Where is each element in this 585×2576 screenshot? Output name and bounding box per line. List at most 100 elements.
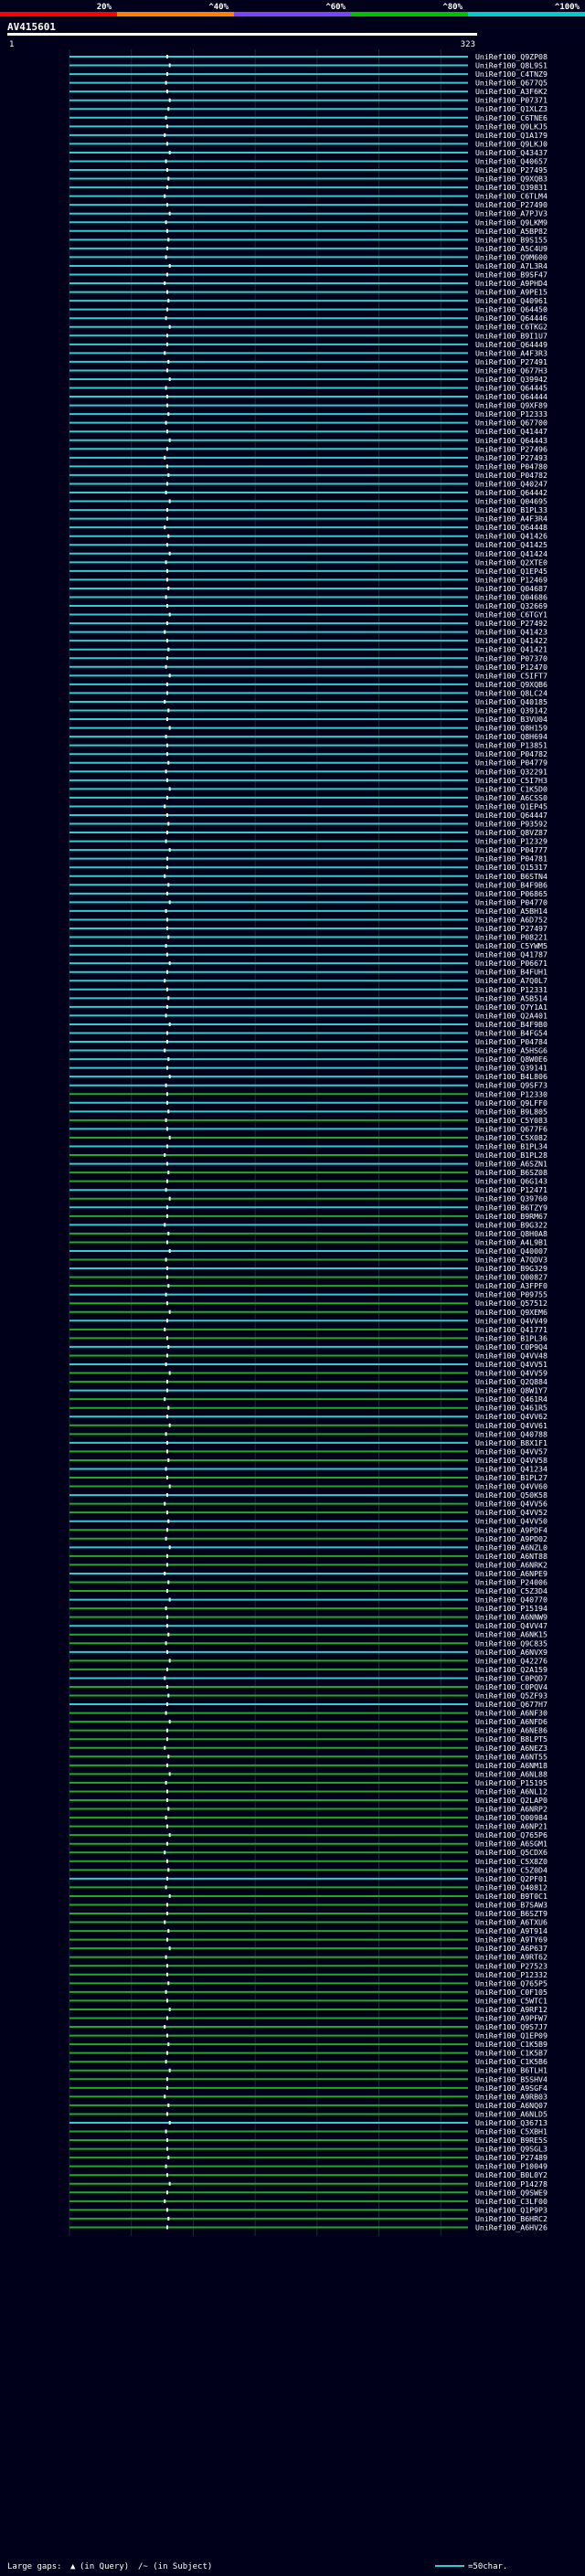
hit-label[interactable]: UniRef100_Q40961 xyxy=(475,296,548,305)
hit-label[interactable]: UniRef100_C5Z0D4 xyxy=(475,1865,548,1874)
hit-label[interactable]: UniRef100_A5C4U9 xyxy=(475,244,548,253)
hit-label[interactable]: UniRef100_Q4VV58 xyxy=(475,1456,548,1465)
hit-label[interactable]: UniRef100_B4F9B0 xyxy=(475,1020,548,1029)
hit-label[interactable]: UniRef100_B4L806 xyxy=(475,1072,548,1081)
hit-label[interactable]: UniRef100_Q67700 xyxy=(475,419,548,428)
hit-label[interactable]: UniRef100_P12332 xyxy=(475,1970,548,1979)
hit-label[interactable]: UniRef100_C1K5B7 xyxy=(475,2049,548,2058)
hit-label[interactable]: UniRef100_Q8VZ87 xyxy=(475,828,548,837)
hit-label[interactable]: UniRef100_A6NF30 xyxy=(475,1709,548,1718)
hit-label[interactable]: UniRef100_B6TLH1 xyxy=(475,2066,548,2075)
hit-label[interactable]: UniRef100_A6NPE9 xyxy=(475,1569,548,1578)
hit-label[interactable]: UniRef100_P12331 xyxy=(475,985,548,994)
hit-label[interactable]: UniRef100_A7QDV3 xyxy=(475,1256,548,1265)
hit-label[interactable]: UniRef100_Q765P5 xyxy=(475,1978,548,1988)
hit-label[interactable]: UniRef100_C5IFT7 xyxy=(475,671,548,680)
hit-label[interactable]: UniRef100_P04777 xyxy=(475,845,548,854)
hit-label[interactable]: UniRef100_B9I1U7 xyxy=(475,331,548,340)
hit-label[interactable]: UniRef100_Q41421 xyxy=(475,645,548,654)
hit-label[interactable]: UniRef100_P27493 xyxy=(475,453,548,462)
hit-label[interactable]: UniRef100_Q64449 xyxy=(475,340,548,349)
hit-label[interactable]: UniRef100_Q41771 xyxy=(475,1325,548,1334)
hit-label[interactable]: UniRef100_Q41426 xyxy=(475,532,548,541)
hit-label[interactable]: UniRef100_P12471 xyxy=(475,1185,548,1194)
hit-label[interactable]: UniRef100_Q40185 xyxy=(475,697,548,706)
hit-label[interactable]: UniRef100_B7SAW3 xyxy=(475,1900,548,1909)
hit-label[interactable]: UniRef100_B9T0C1 xyxy=(475,1892,548,1901)
hit-label[interactable]: UniRef100_Q677H7 xyxy=(475,1700,548,1709)
hit-label[interactable]: UniRef100_A9PE15 xyxy=(475,288,548,297)
hit-label[interactable]: UniRef100_B9L805 xyxy=(475,1107,548,1116)
hit-label[interactable]: UniRef100_C3LF00 xyxy=(475,2197,548,2206)
hit-label[interactable]: UniRef100_Q8LC24 xyxy=(475,688,548,697)
hit-label[interactable]: UniRef100_P12470 xyxy=(475,663,548,672)
hit-label[interactable]: UniRef100_B9G329 xyxy=(475,1264,548,1273)
hit-label[interactable]: UniRef100_C5I7H3 xyxy=(475,776,548,785)
hit-label[interactable]: UniRef100_P04782 xyxy=(475,749,548,758)
hit-label[interactable]: UniRef100_Q4VV62 xyxy=(475,1412,548,1421)
hit-label[interactable]: UniRef100_A7Q0L7 xyxy=(475,976,548,985)
hit-label[interactable]: UniRef100_Q461R5 xyxy=(475,1404,548,1413)
hit-label[interactable]: UniRef100_Q8L9S1 xyxy=(475,61,548,70)
hit-label[interactable]: UniRef100_P10049 xyxy=(475,2162,548,2171)
hit-label[interactable]: UniRef100_Q39141 xyxy=(475,1064,548,1073)
hit-label[interactable]: UniRef100_Q04695 xyxy=(475,497,548,506)
hit-label[interactable]: UniRef100_Q8W0E6 xyxy=(475,1055,548,1064)
hit-label[interactable]: UniRef100_Q4VV60 xyxy=(475,1482,548,1491)
hit-label[interactable]: UniRef100_A7PJV3 xyxy=(475,209,548,218)
hit-label[interactable]: UniRef100_P04780 xyxy=(475,461,548,471)
hit-label[interactable]: UniRef100_Q40007 xyxy=(475,1246,548,1256)
hit-label[interactable]: UniRef100_A6P637 xyxy=(475,1944,548,1953)
hit-label[interactable]: UniRef100_B9SF47 xyxy=(475,270,548,280)
hit-label[interactable]: UniRef100_A6NQ07 xyxy=(475,2101,548,2110)
hit-label[interactable]: UniRef100_B6SZT9 xyxy=(475,1909,548,1918)
hit-label[interactable]: UniRef100_Q57512 xyxy=(475,1299,548,1308)
hit-label[interactable]: UniRef100_B6SZ08 xyxy=(475,1168,548,1177)
hit-label[interactable]: UniRef100_A6NK15 xyxy=(475,1630,548,1639)
hit-label[interactable]: UniRef100_P12329 xyxy=(475,837,548,846)
hit-label[interactable]: UniRef100_Q00984 xyxy=(475,1813,548,1822)
hit-label[interactable]: UniRef100_A6NT88 xyxy=(475,1552,548,1561)
hit-label[interactable]: UniRef100_P27523 xyxy=(475,1961,548,1970)
hit-label[interactable]: UniRef100_B4FG54 xyxy=(475,1028,548,1037)
hit-label[interactable]: UniRef100_P06865 xyxy=(475,889,548,898)
hit-label[interactable]: UniRef100_P93592 xyxy=(475,820,548,829)
hit-label[interactable]: UniRef100_Q9LKJ0 xyxy=(475,139,548,148)
hit-label[interactable]: UniRef100_Q2Q884 xyxy=(475,1377,548,1386)
hit-label[interactable]: UniRef100_A6NRP2 xyxy=(475,1805,548,1814)
hit-label[interactable]: UniRef100_B0L0Y2 xyxy=(475,2170,548,2179)
hit-label[interactable]: UniRef100_Q40657 xyxy=(475,156,548,165)
hit-label[interactable]: UniRef100_C6TLM4 xyxy=(475,192,548,201)
hit-label[interactable]: UniRef100_Q64443 xyxy=(475,436,548,445)
hit-label[interactable]: UniRef100_A5BH14 xyxy=(475,906,548,916)
hit-label[interactable]: UniRef100_P12333 xyxy=(475,409,548,419)
hit-label[interactable]: UniRef100_A6NP21 xyxy=(475,1822,548,1831)
hit-label[interactable]: UniRef100_Q9LKM9 xyxy=(475,217,548,227)
hit-label[interactable]: UniRef100_Q2PF01 xyxy=(475,1874,548,1883)
hit-label[interactable]: UniRef100_Q04687 xyxy=(475,584,548,593)
hit-label[interactable]: UniRef100_A9SGF4 xyxy=(475,2083,548,2093)
hit-label[interactable]: UniRef100_Q4VV47 xyxy=(475,1621,548,1630)
hit-label[interactable]: UniRef100_B4FUH1 xyxy=(475,968,548,977)
hit-label[interactable]: UniRef100_Q36713 xyxy=(475,2118,548,2127)
hit-label[interactable]: UniRef100_C6TKG2 xyxy=(475,323,548,332)
hit-label[interactable]: UniRef100_Q64445 xyxy=(475,384,548,393)
hit-label[interactable]: UniRef100_C5Z3D4 xyxy=(475,1586,548,1595)
hit-label[interactable]: UniRef100_P15194 xyxy=(475,1604,548,1613)
hit-label[interactable]: UniRef100_P24006 xyxy=(475,1578,548,1587)
hit-label[interactable]: UniRef100_Q1EP09 xyxy=(475,2031,548,2041)
hit-label[interactable]: UniRef100_Q765P6 xyxy=(475,1830,548,1839)
hit-label[interactable]: UniRef100_A6NT55 xyxy=(475,1752,548,1761)
hit-label[interactable]: UniRef100_A9PFW7 xyxy=(475,2014,548,2023)
hit-label[interactable]: UniRef100_C5YWM5 xyxy=(475,941,548,950)
hit-label[interactable]: UniRef100_Q9SGL3 xyxy=(475,2145,548,2154)
hit-label[interactable]: UniRef100_P07371 xyxy=(475,96,548,105)
hit-label[interactable]: UniRef100_Q9LKJ5 xyxy=(475,122,548,131)
hit-label[interactable]: UniRef100_A5HSG6 xyxy=(475,1046,548,1055)
hit-label[interactable]: UniRef100_A9RT62 xyxy=(475,1953,548,1962)
hit-label[interactable]: UniRef100_A9RF12 xyxy=(475,2005,548,2014)
hit-label[interactable]: UniRef100_Q9SWE9 xyxy=(475,2188,548,2197)
hit-label[interactable]: UniRef100_B1PL27 xyxy=(475,1473,548,1482)
hit-label[interactable]: UniRef100_Q1EP45 xyxy=(475,567,548,576)
hit-label[interactable]: UniRef100_Q4VV59 xyxy=(475,1369,548,1378)
